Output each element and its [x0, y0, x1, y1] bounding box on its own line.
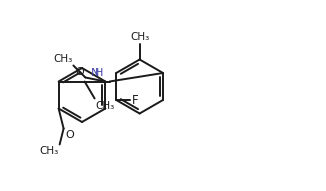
- Text: H: H: [95, 67, 103, 78]
- Text: O: O: [66, 129, 74, 139]
- Text: CH₃: CH₃: [96, 100, 115, 111]
- Text: CH₃: CH₃: [53, 53, 72, 63]
- Text: N: N: [91, 67, 99, 78]
- Text: CH₃: CH₃: [39, 146, 59, 156]
- Text: CH₃: CH₃: [130, 32, 149, 41]
- Text: F: F: [132, 94, 139, 107]
- Text: O: O: [76, 66, 84, 77]
